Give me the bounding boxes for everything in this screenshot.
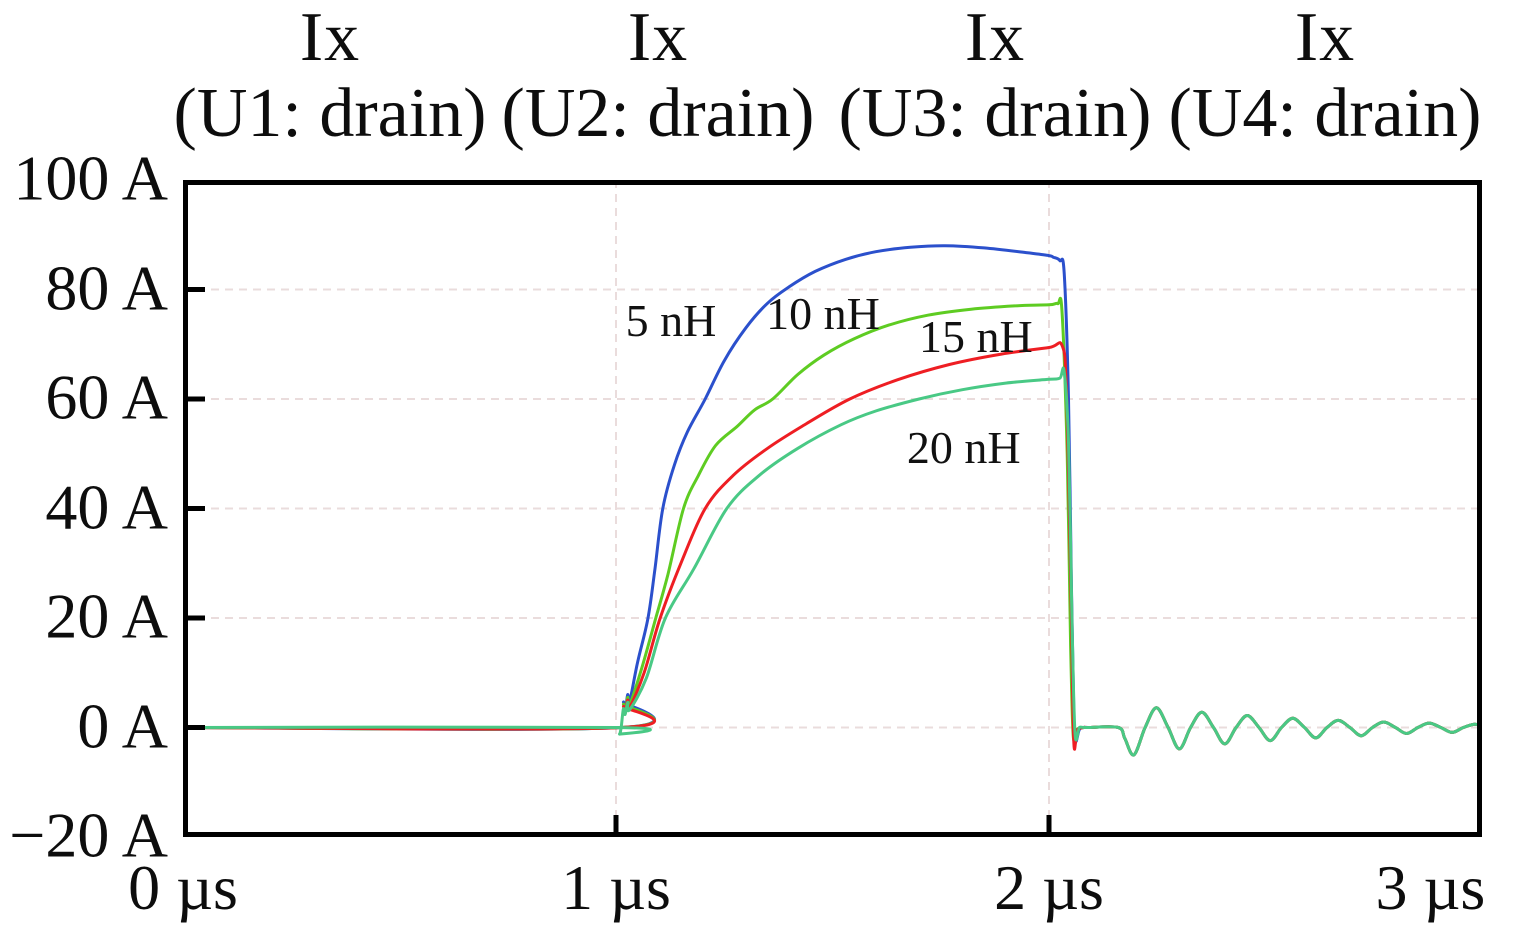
x-tick-label: 2 µs	[994, 852, 1104, 923]
curve-label-20-nH: 20 nH	[906, 422, 1021, 474]
plot-title-u3-signal: Ix	[964, 0, 1026, 76]
plot-area	[183, 180, 1482, 837]
plot-title-u1-signal: Ix	[299, 0, 361, 76]
y-tick-label: 0 A	[77, 690, 168, 762]
plot-title-u2: Ix (U2: drain)	[468, 0, 848, 152]
curve-label-5-nH: 5 nH	[625, 295, 717, 347]
curve-label-15-nH: 15 nH	[918, 311, 1033, 363]
y-tick-label: 100 A	[13, 142, 168, 214]
plot-title-u2-node: (U2: drain)	[501, 75, 815, 152]
trace-20-nH	[186, 366, 1479, 757]
y-tick-label: −20 A	[9, 799, 168, 871]
plot-title-u1-node: (U1: drain)	[173, 75, 487, 152]
plot-title-u4-node: (U4: drain)	[1168, 75, 1482, 152]
plot-title-u4: Ix (U4: drain)	[1135, 0, 1515, 152]
y-tick-label: 20 A	[45, 580, 168, 652]
x-tick-label: 1 µs	[561, 852, 671, 923]
y-tick-label: 60 A	[45, 361, 168, 433]
plot-title-u3-node: (U3: drain)	[838, 75, 1152, 152]
plot-frame	[183, 180, 1482, 837]
curve-label-10-nH: 10 nH	[766, 288, 880, 340]
plot-title-u2-signal: Ix	[627, 0, 689, 76]
trace-15-nH	[186, 341, 1479, 757]
plot-title-u3: Ix (U3: drain)	[805, 0, 1185, 152]
x-tick-label: 0 µs	[128, 852, 238, 923]
y-tick-label: 40 A	[45, 471, 168, 543]
x-tick-label: 3 µs	[1375, 852, 1486, 923]
trace-10-nH	[186, 296, 1479, 757]
y-tick-label: 80 A	[45, 252, 168, 324]
plot-title-u4-signal: Ix	[1294, 0, 1356, 76]
plot-title-u1: Ix (U1: drain)	[140, 0, 520, 152]
